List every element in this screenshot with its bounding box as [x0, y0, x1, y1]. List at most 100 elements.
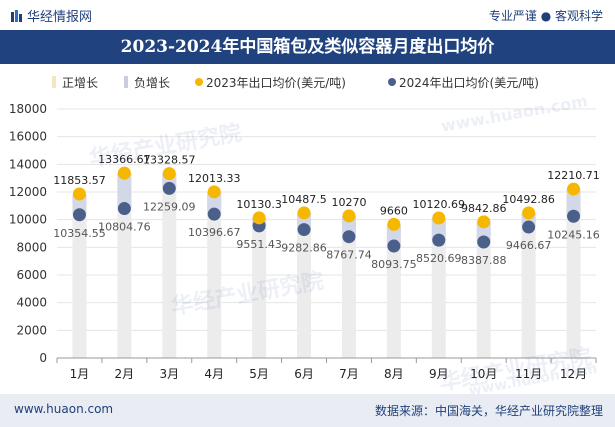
change-band	[117, 173, 132, 209]
point-2024	[387, 239, 401, 253]
point-2024	[117, 202, 131, 216]
point-2023	[207, 185, 221, 199]
y-tick-label: 8000	[16, 240, 47, 254]
legend-item-2024: 2024年出口均价(美元/吨)	[388, 76, 539, 90]
y-axis: 0 2000 4000 6000 8000 10000 12000 14000 16000 180…	[9, 102, 47, 365]
label-2024: 8520.69	[416, 252, 462, 265]
bar	[566, 189, 581, 358]
site-link[interactable]: www.huaon.com	[14, 402, 114, 416]
legend-item-2023: 2023年出口均价(美元/吨)	[195, 76, 346, 90]
bar	[252, 217, 267, 358]
chart: 正增长 负增长 2023年出口均价(美元/吨) 2024年出口均价(美元/吨) …	[9, 76, 600, 381]
x-tick-label: 7月	[339, 367, 359, 381]
bar	[341, 215, 356, 358]
label-2023: 13366.67	[98, 153, 151, 166]
x-tick-label: 12月	[560, 367, 587, 381]
x-tick-label: 10月	[470, 367, 497, 381]
change-band	[566, 189, 581, 217]
bar	[207, 191, 222, 358]
point-2024	[207, 207, 221, 221]
legend-positive-swatch	[52, 76, 56, 88]
point-2024	[72, 208, 86, 222]
x-tick-label: 8月	[384, 367, 404, 381]
point-2024	[522, 220, 536, 234]
label-2024: 10354.55	[53, 227, 106, 240]
label-2023: 13328.57	[143, 154, 196, 167]
y-tick-label: 12000	[9, 185, 47, 199]
point-2024	[567, 209, 581, 223]
x-tick-label: 11月	[515, 367, 542, 381]
legend-2024-label: 2024年出口均价(美元/吨)	[399, 76, 539, 90]
x-tick-label: 3月	[159, 367, 179, 381]
label-2024: 10804.76	[98, 221, 151, 234]
x-tick-label: 2月	[115, 367, 135, 381]
y-tick-label: 16000	[9, 130, 47, 144]
y-tick-label: 14000	[9, 157, 47, 171]
change-band	[207, 191, 222, 215]
label-2023: 12210.71	[547, 169, 600, 182]
label-2024: 10245.16	[547, 228, 600, 241]
label-2024: 9551.43	[236, 238, 282, 251]
grid	[57, 108, 596, 359]
label-2024: 10396.67	[188, 226, 241, 239]
point-2024	[432, 233, 446, 247]
point-2023	[162, 167, 176, 181]
y-tick-label: 0	[39, 351, 47, 365]
y-tick-label: 4000	[16, 296, 47, 310]
brand[interactable]: 华经情报网	[10, 6, 92, 25]
legend-2024-marker	[388, 78, 396, 86]
point-2023	[387, 217, 401, 231]
data-labels: 11853.57 10354.55 13366.67 10804.76 13328.57…	[53, 153, 600, 271]
label-2023: 10492.86	[502, 193, 555, 206]
legend-item-positive: 正增长	[52, 76, 98, 90]
y-tick-label: 18000	[9, 102, 47, 116]
label-2023: 9660	[380, 204, 408, 217]
point-2023	[117, 166, 131, 180]
label-2023: 9842.86	[461, 202, 507, 215]
y-tick-label: 6000	[16, 268, 47, 282]
point-2023	[252, 211, 266, 225]
y-tick-label: 2000	[16, 323, 47, 337]
point-2023	[477, 215, 491, 229]
bar	[431, 217, 446, 358]
footer: www.huaon.com 数据来源：中国海关，华经产业研究院整理	[0, 394, 615, 427]
point-2024	[477, 235, 491, 249]
chart-title: 2023-2024年中国箱包及类似容器月度出口均价	[0, 30, 615, 64]
legend-negative-label: 负增长	[134, 76, 170, 90]
legend-positive-label: 正增长	[62, 76, 98, 90]
label-2023: 10270	[331, 196, 366, 209]
point-2023	[522, 206, 536, 220]
legend-negative-swatch	[124, 76, 128, 88]
bar	[72, 194, 87, 358]
point-2024	[162, 181, 176, 195]
data-source: 数据来源：中国海关，华经产业研究院整理	[374, 404, 603, 418]
point-2023	[342, 209, 356, 223]
bar	[117, 173, 132, 358]
label-2024: 8387.88	[461, 254, 507, 267]
top-bar: 华经情报网 专业严谨 ● 客观科学	[0, 0, 615, 30]
x-tick-label: 9月	[429, 367, 449, 381]
slogan: 专业严谨 ● 客观科学	[488, 9, 603, 23]
label-2023: 10120.69	[413, 198, 466, 211]
legend: 正增长 负增长 2023年出口均价(美元/吨) 2024年出口均价(美元/吨)	[52, 76, 539, 90]
legend-2023-label: 2023年出口均价(美元/吨)	[206, 76, 346, 90]
bar	[162, 173, 177, 358]
brand-logo-icon	[11, 10, 22, 22]
point-2023	[72, 187, 86, 201]
bar	[297, 212, 312, 358]
label-2024: 12259.09	[143, 200, 196, 213]
bar	[521, 212, 536, 358]
x-tick-label: 1月	[70, 367, 90, 381]
change-band	[431, 217, 446, 241]
bar	[476, 221, 491, 358]
points	[72, 166, 581, 253]
label-2023: 12013.33	[188, 172, 241, 185]
label-2024: 8093.75	[371, 258, 417, 271]
y-tick-label: 10000	[9, 213, 47, 227]
brand-name: 华经情报网	[27, 10, 93, 25]
x-axis: 1月 2月 3月 4月 5月 6月 7月 8月 9月 10月 11月 12月	[56, 357, 597, 381]
label-2024: 8767.74	[326, 249, 372, 262]
point-2023	[567, 182, 581, 196]
x-tick-label: 6月	[294, 367, 314, 381]
label-2023: 11853.57	[53, 174, 106, 187]
